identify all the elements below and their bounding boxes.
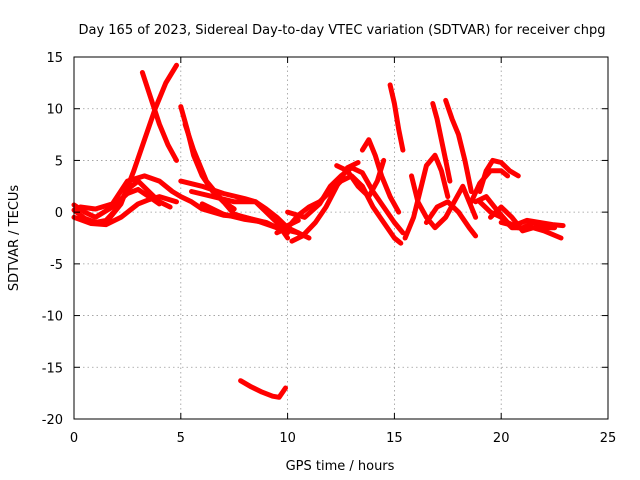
series-arc18	[387, 82, 406, 153]
chart-title: Day 165 of 2023, Sidereal Day-to-day VTE…	[78, 23, 605, 38]
series-arc16	[334, 157, 387, 200]
y-tick-label: -20	[42, 413, 63, 428]
series-arc5	[103, 62, 179, 225]
x-axis-label: GPS time / hours	[286, 459, 395, 474]
x-tick-label: 5	[177, 431, 185, 446]
x-tick-label: 25	[600, 431, 617, 446]
x-tick-label: 15	[386, 431, 403, 446]
plot-frame	[73, 56, 609, 420]
x-tick-label: 20	[493, 431, 510, 446]
axis-ticks: 0 5 10 15 20 25 -20 -15 -10 -5 0 5 10 15	[42, 51, 617, 446]
series-arc20	[409, 173, 479, 231]
series-arc23	[423, 199, 479, 239]
x-tick-label: 0	[70, 431, 78, 446]
series-arc29	[473, 194, 521, 231]
series-arc27	[488, 204, 564, 241]
series-arc11	[199, 201, 301, 231]
series-arc19	[402, 152, 451, 241]
y-axis-label: SDTVAR / TECUs	[7, 185, 22, 292]
y-tick-label: 15	[46, 51, 63, 66]
series-arc6	[139, 70, 179, 163]
y-tick-label: -5	[50, 258, 63, 273]
series-arc15	[289, 160, 361, 244]
y-tick-label: 10	[46, 103, 63, 118]
series-group	[71, 62, 566, 400]
y-tick-label: -15	[42, 361, 63, 376]
y-tick-label: -10	[42, 310, 63, 325]
series-arc21	[430, 101, 453, 184]
series-arc22	[443, 97, 474, 194]
x-tick-label: 10	[279, 431, 296, 446]
y-tick-label: 0	[55, 206, 63, 221]
series-arc25	[468, 168, 511, 205]
series-arc17	[359, 137, 402, 215]
series-arc12	[238, 378, 288, 400]
y-tick-label: 5	[55, 154, 63, 169]
series-arc2	[71, 194, 179, 228]
